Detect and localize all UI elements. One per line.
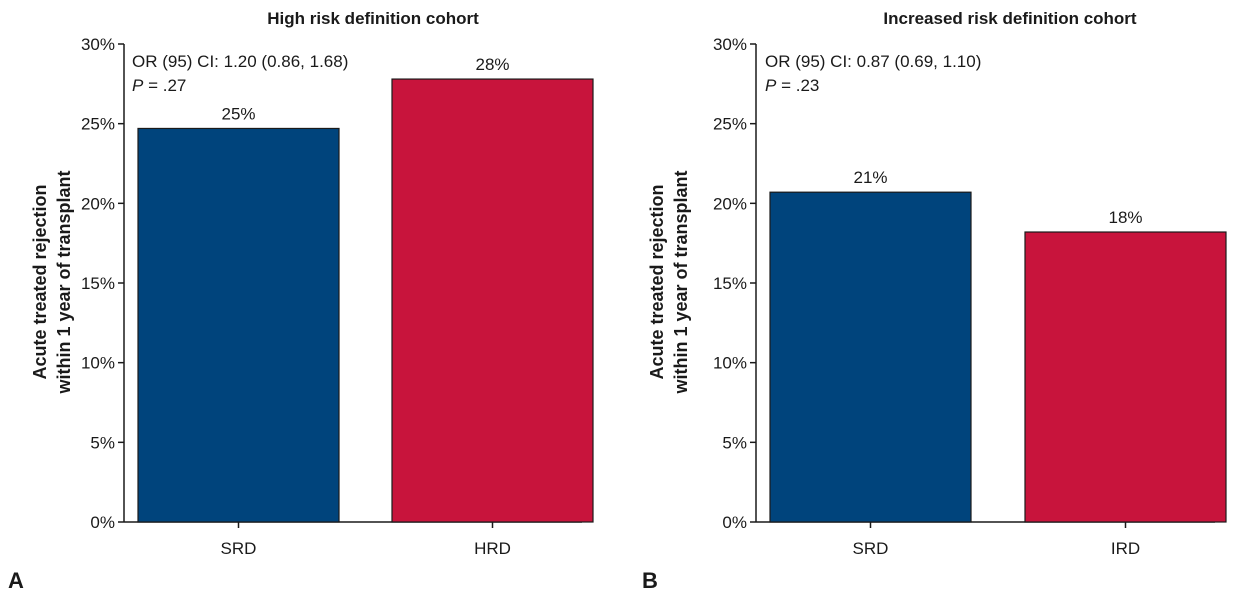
odds-ratio-text: OR (95) CI: 1.20 (0.86, 1.68) — [132, 52, 348, 71]
p-value-text: P = .27 — [132, 76, 186, 95]
y-axis-label-line-2: within 1 year of transplant — [54, 170, 74, 394]
y-axis-label-line-2: within 1 year of transplant — [671, 170, 691, 394]
bar-srd — [769, 191, 972, 523]
y-tick-label: 25% — [81, 115, 115, 134]
p-symbol: P — [132, 76, 144, 95]
p-symbol: P — [765, 76, 777, 95]
data-label: 21% — [853, 168, 887, 187]
panel-label: A — [8, 568, 24, 593]
data-label: 25% — [221, 104, 255, 123]
y-axis-label-line-1: Acute treated rejection — [647, 184, 667, 379]
bar-hrd — [391, 78, 594, 523]
chart-title: High risk definition cohort — [267, 9, 479, 28]
y-tick-label: 15% — [713, 274, 747, 293]
y-tick-label: 0% — [90, 513, 115, 532]
chart-title: Increased risk definition cohort — [883, 9, 1137, 28]
bar-ird — [1024, 231, 1227, 523]
y-tick-label: 20% — [81, 194, 115, 213]
y-tick-label: 0% — [722, 513, 747, 532]
panel-a: High risk definition cohort Acute treate… — [8, 9, 594, 593]
y-tick-label: 15% — [81, 274, 115, 293]
y-tick-label: 30% — [713, 35, 747, 54]
x-tick-label: SRD — [853, 539, 889, 558]
data-label: 18% — [1108, 208, 1142, 227]
x-tick-label: SRD — [221, 539, 257, 558]
y-tick-label: 10% — [81, 354, 115, 373]
plot-area: 0% 5% 10% 15% 20% 25% 30% SRD 25% HRD 28% — [81, 35, 594, 558]
y-tick-label: 10% — [713, 354, 747, 373]
odds-ratio-text: OR (95) CI: 0.87 (0.69, 1.10) — [765, 52, 981, 71]
panel-label: B — [642, 568, 658, 593]
p-value: = .23 — [776, 76, 819, 95]
plot-area: 0% 5% 10% 15% 20% 25% 30% SRD 21% IRD 18% — [713, 35, 1227, 558]
y-tick-label: 5% — [722, 433, 747, 452]
data-label: 28% — [475, 55, 509, 74]
y-tick-label: 20% — [713, 194, 747, 213]
x-tick-label: IRD — [1111, 539, 1140, 558]
y-axis-label-line-1: Acute treated rejection — [30, 184, 50, 379]
y-tick-label: 30% — [81, 35, 115, 54]
x-tick-label: HRD — [474, 539, 511, 558]
bar-srd — [137, 127, 340, 523]
y-tick-label: 25% — [713, 115, 747, 134]
panel-b: Increased risk definition cohort Acute t… — [642, 9, 1227, 593]
p-value-text: P = .23 — [765, 76, 819, 95]
p-value: = .27 — [143, 76, 186, 95]
y-tick-label: 5% — [90, 433, 115, 452]
